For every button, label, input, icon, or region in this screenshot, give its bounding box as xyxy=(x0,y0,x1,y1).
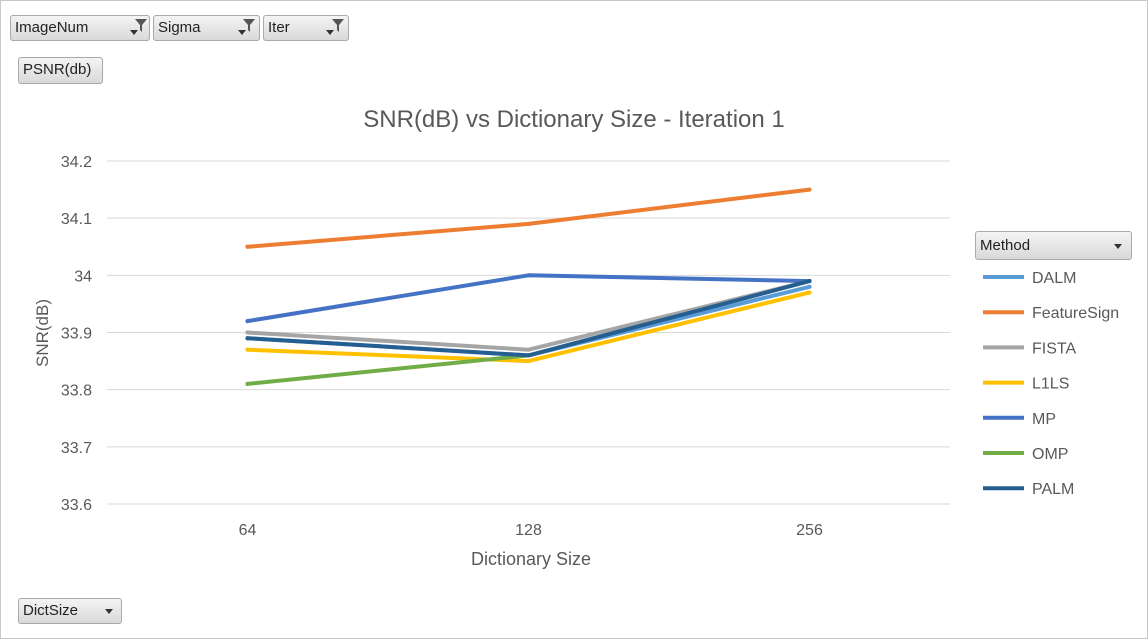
data-point-dalm xyxy=(807,284,812,289)
legend-item-label[interactable]: MP xyxy=(1032,411,1056,428)
y-tick-label: 33.7 xyxy=(61,440,92,457)
data-point-palm xyxy=(526,353,531,358)
y-tick-label: 34.1 xyxy=(61,211,92,228)
x-tick-label: 64 xyxy=(239,522,257,539)
filter-button-iter[interactable]: Iter xyxy=(263,15,349,41)
series-line-omp xyxy=(245,353,531,386)
data-point-palm xyxy=(807,279,812,284)
data-point-omp xyxy=(245,381,250,386)
legend-field-label: Method xyxy=(980,237,1031,254)
gridlines xyxy=(107,160,950,505)
legend: DALM FeatureSign FISTA L1LS MP OMP PALM xyxy=(983,270,1119,498)
chart-title: SNR(dB) vs Dictionary Size - Iteration 1 xyxy=(363,106,784,133)
chevron-down-icon xyxy=(130,30,138,35)
legend-item-label[interactable]: DALM xyxy=(1032,270,1076,287)
y-tick-label: 33.9 xyxy=(61,326,92,343)
data-point-featuresign xyxy=(245,244,250,249)
filter-label-sigma: Sigma xyxy=(158,19,201,36)
y-tick-label: 33.8 xyxy=(61,383,92,400)
filter-label-imagenum: ImageNum xyxy=(15,19,89,36)
data-point-l1ls xyxy=(807,290,812,295)
chevron-down-icon xyxy=(326,30,334,35)
data-point-featuresign xyxy=(526,221,531,226)
value-field-label: PSNR(db) xyxy=(23,61,92,78)
data-point-mp xyxy=(526,273,531,278)
y-tick-label: 34 xyxy=(74,268,92,285)
legend-item-label[interactable]: PALM xyxy=(1032,481,1074,498)
filter-funnel-icon xyxy=(135,19,147,32)
data-point-palm xyxy=(245,336,250,341)
data-point-featuresign xyxy=(807,187,812,192)
y-tick-label: 33.6 xyxy=(61,497,92,514)
axis-field-label: DictSize xyxy=(23,602,79,619)
series-line-fista xyxy=(245,279,812,352)
x-tick-label: 128 xyxy=(515,522,542,539)
legend-item-label[interactable]: OMP xyxy=(1032,446,1068,463)
series-line-palm xyxy=(245,279,812,358)
x-tick-label: 256 xyxy=(796,522,823,539)
filter-label-iter: Iter xyxy=(268,19,290,36)
data-point-mp xyxy=(245,319,250,324)
y-tick-label: 34.2 xyxy=(61,154,92,171)
x-axis-ticks: 64 128 256 xyxy=(239,522,823,539)
legend-item-label[interactable]: FISTA xyxy=(1032,340,1076,357)
legend-field-button[interactable]: Method xyxy=(975,231,1132,260)
value-field-button[interactable]: PSNR(db) xyxy=(18,57,103,84)
data-point-l1ls xyxy=(245,347,250,352)
filter-funnel-icon xyxy=(243,19,255,32)
legend-item-label[interactable]: L1LS xyxy=(1032,376,1069,393)
y-axis-ticks: 33.6 33.7 33.8 33.9 34 34.1 34.2 xyxy=(61,154,92,514)
chevron-down-icon xyxy=(105,609,113,614)
x-axis-title: Dictionary Size xyxy=(471,549,591,569)
y-axis-title: SNR(dB) xyxy=(33,299,52,367)
filter-funnel-icon xyxy=(332,19,344,32)
chevron-down-icon xyxy=(1114,244,1122,249)
series-lines xyxy=(245,187,812,386)
data-point-fista xyxy=(245,330,250,335)
filter-button-imagenum[interactable]: ImageNum xyxy=(10,15,150,41)
data-point-fista xyxy=(526,347,531,352)
data-point-l1ls xyxy=(526,359,531,364)
filter-button-sigma[interactable]: Sigma xyxy=(153,15,260,41)
legend-item-label[interactable]: FeatureSign xyxy=(1032,305,1119,322)
axis-field-button[interactable]: DictSize xyxy=(18,598,122,624)
chevron-down-icon xyxy=(238,30,246,35)
